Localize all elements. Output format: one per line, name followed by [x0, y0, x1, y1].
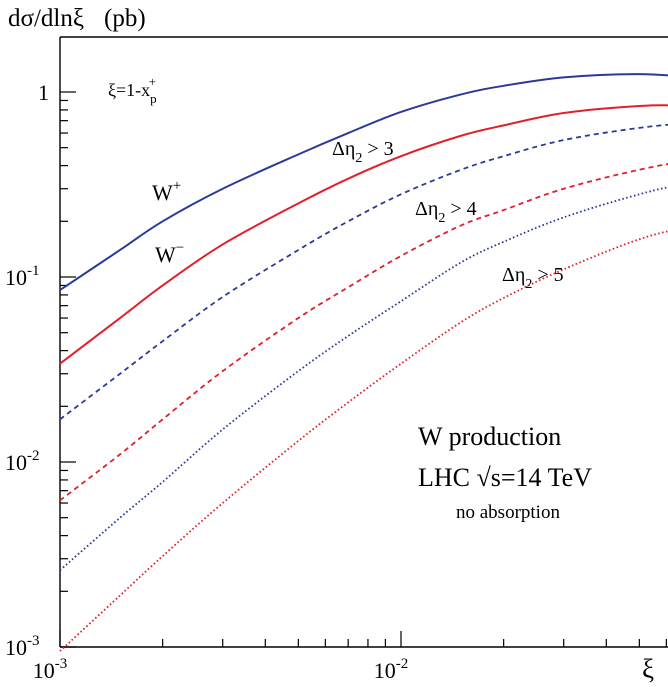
axis-ticks [59, 91, 667, 648]
x-tick-label: 10-2 [374, 656, 409, 683]
series-red-dashed-line [59, 163, 668, 502]
xi-definition: ξ=1-xp+ [108, 74, 157, 106]
cut-label-5: Δη2 > 5 [502, 264, 564, 292]
w-minus-label: W− [155, 240, 184, 267]
series-blue-dashed-line [59, 123, 668, 421]
y-tick-label: 10-1 [5, 263, 40, 290]
y-tick-label: 10-3 [5, 633, 40, 660]
x-axis-title: ξ [642, 654, 654, 684]
collider-label: LHC √s=14 TeV [418, 463, 592, 492]
y-tick-label: 10-2 [5, 448, 40, 475]
series-red-dotted-line [59, 230, 668, 652]
process-label: W production [418, 422, 561, 451]
series-red-solid-line [59, 104, 668, 365]
y-tick-label: 1 [38, 80, 49, 105]
cut-label-4: Δη2 > 4 [415, 198, 477, 226]
series-blue-dotted-line [59, 186, 668, 571]
series-lines [59, 73, 668, 652]
absorption-label: no absorption [456, 502, 560, 523]
y-axis-title: dσ/dlnξ (pb) [8, 5, 146, 32]
tick-labels: 10-3 10-2 10-3 10-2 10-1 1 [5, 80, 408, 683]
x-tick-label: 10-3 [33, 656, 68, 683]
cut-label-3: Δη2 > 3 [332, 138, 394, 166]
series-blue-solid-line [59, 73, 668, 291]
w-plus-label: W+ [152, 178, 181, 205]
